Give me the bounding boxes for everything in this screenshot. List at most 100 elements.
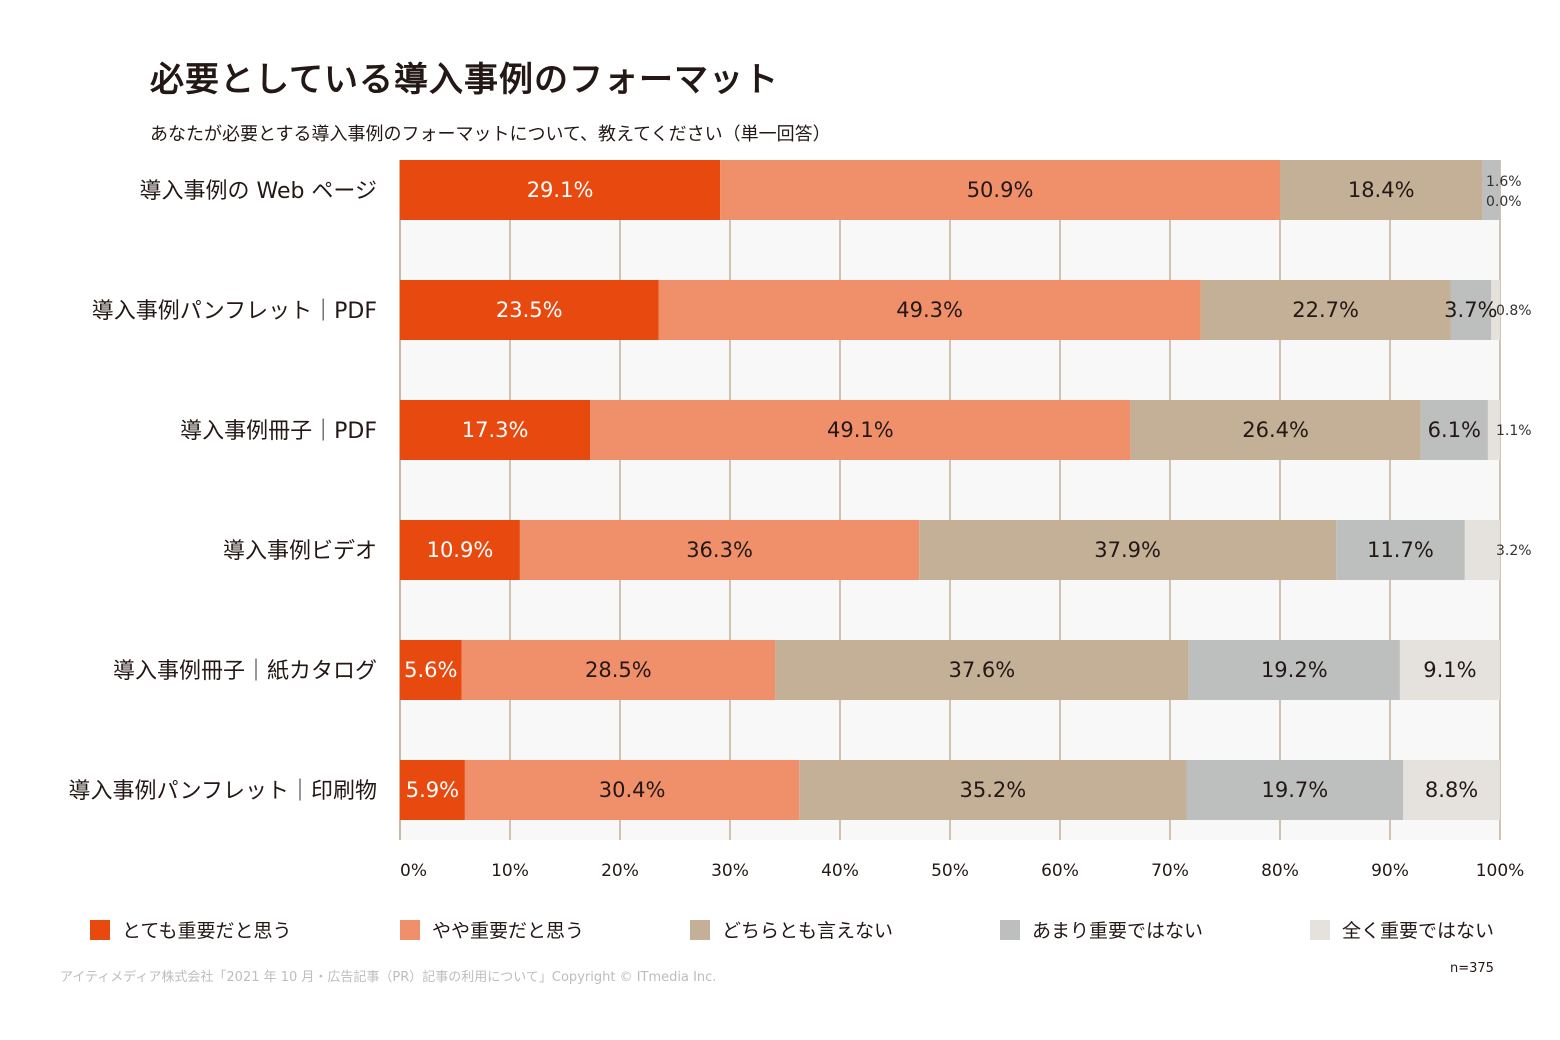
bar-segment <box>400 400 591 460</box>
bar-segment <box>400 640 462 700</box>
x-tick-label: 90% <box>1371 861 1409 881</box>
x-tick-label: 30% <box>711 861 749 881</box>
data-label: 0.0% <box>1486 194 1522 210</box>
bar-segment <box>1399 640 1500 700</box>
legend: とても重要だと思う やや重要だと思う どちらとも言えない あまり重要ではない 全く重要で… <box>90 916 1520 946</box>
bar-segment <box>1420 400 1488 460</box>
data-label: 29.1% <box>527 178 594 202</box>
data-label: 22.7% <box>1292 298 1359 322</box>
bar-segment <box>1450 280 1492 340</box>
x-tick-label: 60% <box>1041 861 1079 881</box>
legend-label: とても重要だと思う <box>122 920 292 942</box>
stacked-bar-chart: 29.1% 50.9% 18.4% 1.6% 0.0% 23.5% 49.3% 22.7% 3.… <box>69 160 1532 881</box>
data-label: 1.6% <box>1486 174 1522 190</box>
category-label: 導入事例の Web ページ <box>139 179 377 204</box>
data-label: 5.9% <box>406 778 459 802</box>
bars: 29.1% 50.9% 18.4% 1.6% 0.0% 23.5% 49.3% 22.7% 3.… <box>400 160 1532 820</box>
bar-segment <box>1336 520 1465 580</box>
legend-item: あまり重要ではない <box>1000 916 1203 943</box>
legend-item: どちらとも言えない <box>690 916 893 943</box>
x-tick-label: 20% <box>601 861 639 881</box>
bar-segment <box>400 160 721 220</box>
bar-segment <box>400 280 659 340</box>
legend-swatch <box>690 919 710 940</box>
data-label: 3.2% <box>1496 543 1532 559</box>
chart-subtitle: あなたが必要とする導入事例のフォーマットについて、教えてください（単一回答） <box>150 124 831 145</box>
category-label: 導入事例パンフレット｜PDF <box>92 299 377 324</box>
data-label: 9.1% <box>1423 658 1476 682</box>
data-label: 1.1% <box>1496 423 1532 439</box>
bar-segment <box>400 760 465 820</box>
legend-swatch <box>90 919 110 940</box>
data-label: 37.6% <box>949 658 1016 682</box>
data-label: 11.7% <box>1367 538 1434 562</box>
legend-label: やや重要だと思う <box>432 920 585 942</box>
bar-segment <box>400 520 520 580</box>
bar-segment <box>1491 280 1500 340</box>
data-label: 30.4% <box>599 778 666 802</box>
legend-label: 全く重要ではない <box>1342 920 1495 942</box>
data-label: 49.1% <box>827 418 894 442</box>
data-label: 18.4% <box>1348 178 1415 202</box>
bar-segment <box>1464 520 1500 580</box>
bar-segment <box>1403 760 1500 820</box>
bar-segment <box>658 280 1201 340</box>
data-label: 3.7% <box>1444 298 1497 322</box>
legend-item: とても重要だと思う <box>90 916 291 943</box>
x-tick-label: 80% <box>1261 861 1299 881</box>
bar-segment <box>461 640 776 700</box>
data-label: 10.9% <box>427 538 494 562</box>
chart-title: 必要としている導入事例のフォーマット <box>150 60 779 100</box>
bar-segment <box>519 520 920 580</box>
bar-segment <box>1487 400 1500 460</box>
bar-segment <box>1186 760 1404 820</box>
sample-size: n=375 <box>1450 961 1494 976</box>
x-tick-label: 70% <box>1151 861 1189 881</box>
data-label: 36.3% <box>686 538 753 562</box>
category-label: 導入事例パンフレット｜印刷物 <box>69 779 377 804</box>
data-label: 50.9% <box>967 178 1034 202</box>
bar-segment <box>590 400 1131 460</box>
legend-swatch <box>1310 919 1330 940</box>
data-label: 35.2% <box>960 778 1027 802</box>
data-label: 28.5% <box>585 658 652 682</box>
bar-segment <box>1188 640 1400 700</box>
data-label: 0.8% <box>1496 303 1532 319</box>
x-tick-label: 50% <box>931 861 969 881</box>
x-tick-label: 100% <box>1476 861 1525 881</box>
category-label: 導入事例冊子｜紙カタログ <box>113 659 377 684</box>
bar-segment <box>1482 160 1500 220</box>
legend-item: やや重要だと思う <box>400 916 584 943</box>
bar-segment <box>1130 400 1421 460</box>
legend-swatch <box>1000 919 1020 940</box>
x-tick-label: 40% <box>821 861 859 881</box>
data-label: 49.3% <box>896 298 963 322</box>
data-label: 19.7% <box>1261 778 1328 802</box>
bar-segment <box>919 520 1337 580</box>
data-label: 37.9% <box>1094 538 1161 562</box>
data-label: 17.3% <box>462 418 529 442</box>
data-label: 6.1% <box>1428 418 1481 442</box>
legend-swatch <box>400 919 420 940</box>
x-tick-label: 0% <box>400 861 427 881</box>
gridlines <box>399 160 1501 840</box>
x-tick-label: 10% <box>491 861 529 881</box>
x-axis-ticks: 0% 10% 20% 30% 40% 50% 60% 70% 80% 90% 100% <box>400 861 1524 881</box>
data-label: 19.2% <box>1261 658 1328 682</box>
data-label: 26.4% <box>1242 418 1309 442</box>
bar-segment <box>775 640 1189 700</box>
bar-segment <box>1280 160 1483 220</box>
data-label: 5.6% <box>404 658 457 682</box>
source-credit: アイティメディア株式会社「2021 年 10 月・広告記事（PR）記事の利用につ… <box>60 970 717 985</box>
legend-label: あまり重要ではない <box>1032 920 1204 942</box>
category-label: 導入事例冊子｜PDF <box>180 419 377 444</box>
bar-segment <box>799 760 1187 820</box>
data-label: 8.8% <box>1425 778 1478 802</box>
bar-segment <box>720 160 1280 220</box>
category-label: 導入事例ビデオ <box>223 539 377 564</box>
bar-segment <box>464 760 800 820</box>
legend-label: どちらとも言えない <box>722 920 894 942</box>
legend-item: 全く重要ではない <box>1310 916 1494 943</box>
data-label: 23.5% <box>496 298 563 322</box>
